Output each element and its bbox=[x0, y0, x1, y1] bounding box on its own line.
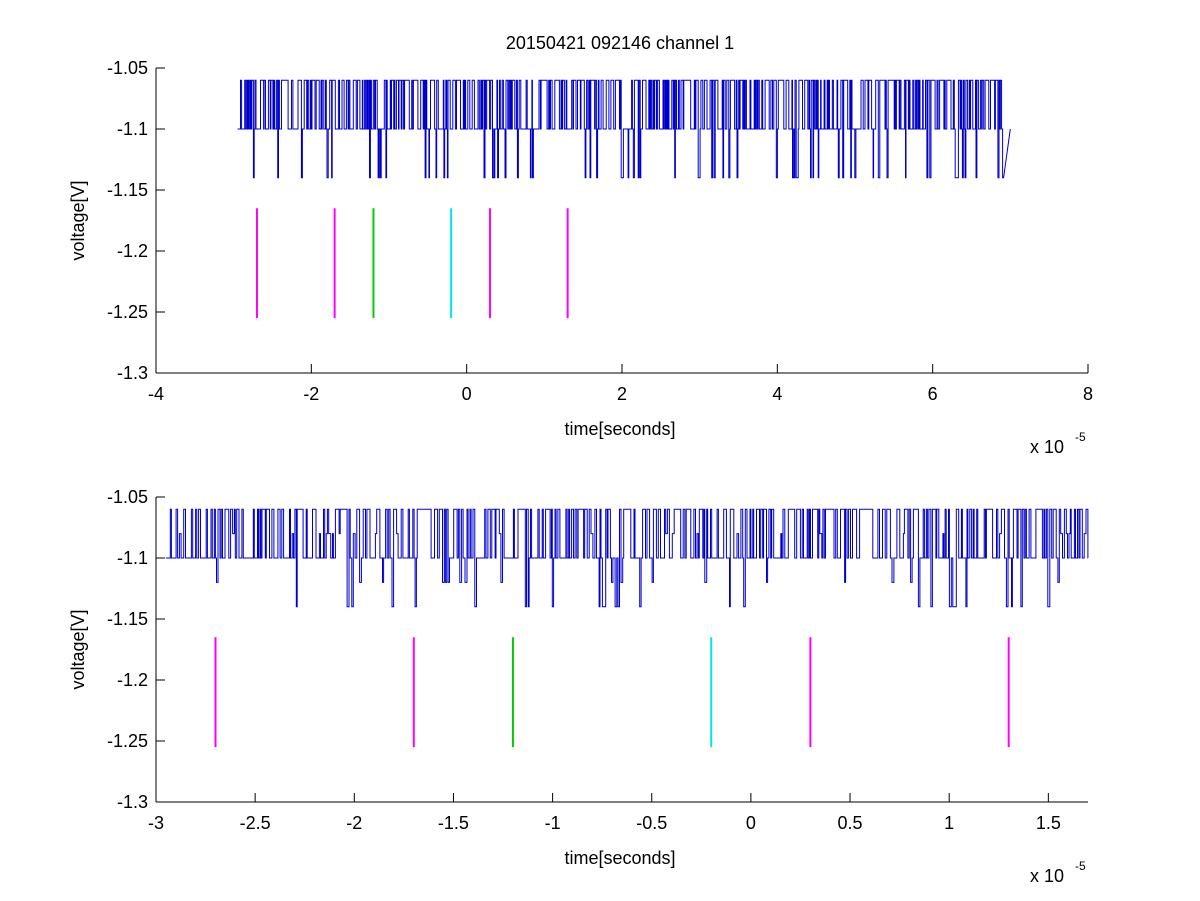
top-x-exponent-power: -5 bbox=[1075, 430, 1086, 444]
bottom-x-tick-label: -0.5 bbox=[636, 813, 667, 833]
bottom-y-tick-label: -1.15 bbox=[107, 609, 148, 629]
bottom-y-tick-label: -1.2 bbox=[117, 670, 148, 690]
bottom-x-tick-label: -2.5 bbox=[240, 813, 271, 833]
top-x-exponent-base: x 10 bbox=[1030, 437, 1064, 457]
top-x-tick-label: -2 bbox=[303, 384, 319, 404]
bottom-x-tick-label: 0.5 bbox=[838, 813, 863, 833]
bottom-y-tick-label: -1.05 bbox=[107, 487, 148, 507]
bottom-x-tick-label: 0 bbox=[746, 813, 756, 833]
bottom-x-exponent-power: -5 bbox=[1075, 859, 1086, 873]
bottom-x-tick-label: 1 bbox=[944, 813, 954, 833]
top-y-tick-label: -1.2 bbox=[117, 241, 148, 261]
bottom-x-tick-label: -2 bbox=[346, 813, 362, 833]
top-x-tick-label: 4 bbox=[772, 384, 782, 404]
bottom-x-tick-label: -1 bbox=[545, 813, 561, 833]
bottom-y-tick-label: -1.1 bbox=[117, 548, 148, 568]
top-x-tick-label: 8 bbox=[1083, 384, 1093, 404]
bottom-y-tick-label: -1.25 bbox=[107, 731, 148, 751]
bottom-x-tick-label: -3 bbox=[148, 813, 164, 833]
top-x-tick-label: -4 bbox=[148, 384, 164, 404]
bottom-y-axis-label: voltage[V] bbox=[68, 609, 88, 689]
bottom-x-tick-label: -1.5 bbox=[438, 813, 469, 833]
top-y-tick-label: -1.3 bbox=[117, 363, 148, 383]
top-x-tick-label: 0 bbox=[462, 384, 472, 404]
axes-bottom: -1.3 -1.25 -1.2 -1.15 -1.1 -1.05 -3 -2.5 -2 -1.5 -… bbox=[68, 487, 1089, 886]
bottom-x-axis-label: time[seconds] bbox=[564, 848, 675, 868]
top-y-tick-label: -1.1 bbox=[117, 119, 148, 139]
top-y-tick-label: -1.15 bbox=[107, 180, 148, 200]
top-x-tick-label: 6 bbox=[928, 384, 938, 404]
top-voltage-trace bbox=[237, 79, 1011, 179]
figure-title: 20150421 092146 channel 1 bbox=[506, 33, 734, 53]
bottom-y-tick-label: -1.3 bbox=[117, 792, 148, 812]
axes-top: -1.3 -1.25 -1.2 -1.15 -1.1 -1.05 -4 -2 0 2 4 6 8 time… bbox=[68, 58, 1093, 457]
top-y-tick-label: -1.05 bbox=[107, 58, 148, 78]
bottom-x-exponent-base: x 10 bbox=[1030, 866, 1064, 886]
top-y-tick-label: -1.25 bbox=[107, 302, 148, 322]
bottom-x-tick-label: 1.5 bbox=[1036, 813, 1061, 833]
top-x-tick-label: 2 bbox=[617, 384, 627, 404]
top-y-axis-label: voltage[V] bbox=[68, 180, 88, 260]
bottom-voltage-trace bbox=[165, 508, 1089, 608]
top-x-axis-label: time[seconds] bbox=[564, 419, 675, 439]
